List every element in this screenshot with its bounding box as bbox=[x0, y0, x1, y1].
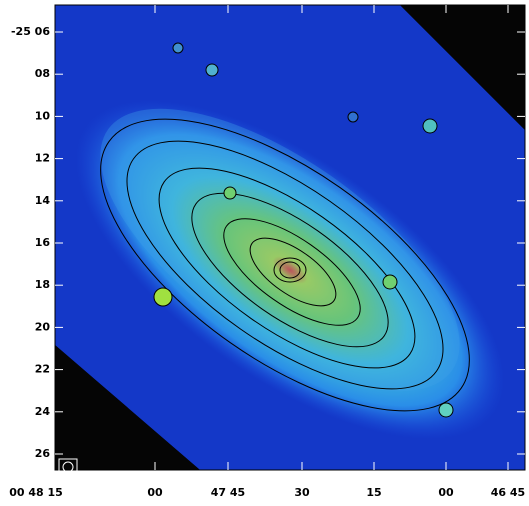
x-tick-label: 00 48 15 bbox=[9, 486, 63, 499]
beam bbox=[62, 461, 74, 473]
image-field bbox=[55, 5, 525, 470]
y-tick-label: 14 bbox=[35, 194, 51, 207]
x-tick-label: 47 45 bbox=[211, 486, 245, 499]
x-tick-label: 46 45 bbox=[491, 486, 525, 499]
y-tick-label: 10 bbox=[35, 109, 51, 122]
y-tick-label: 12 bbox=[35, 152, 50, 165]
y-tick-label: 24 bbox=[35, 405, 51, 418]
x-tick-label: 30 bbox=[294, 486, 310, 499]
x-tick-label: 15 bbox=[366, 486, 381, 499]
y-tick-label: 22 bbox=[35, 363, 50, 376]
plot-frame bbox=[54, 4, 526, 471]
x-tick-label: 00 bbox=[147, 486, 163, 499]
beam-box bbox=[58, 458, 78, 476]
y-tick-label: -25 06 bbox=[11, 25, 50, 38]
y-tick-label: 08 bbox=[35, 67, 50, 80]
y-tick-label: 26 bbox=[35, 447, 51, 460]
x-tick-label: 00 bbox=[438, 486, 454, 499]
y-tick-label: 20 bbox=[35, 320, 51, 333]
y-tick-label: 16 bbox=[35, 236, 51, 249]
y-tick-label: 18 bbox=[35, 278, 50, 291]
